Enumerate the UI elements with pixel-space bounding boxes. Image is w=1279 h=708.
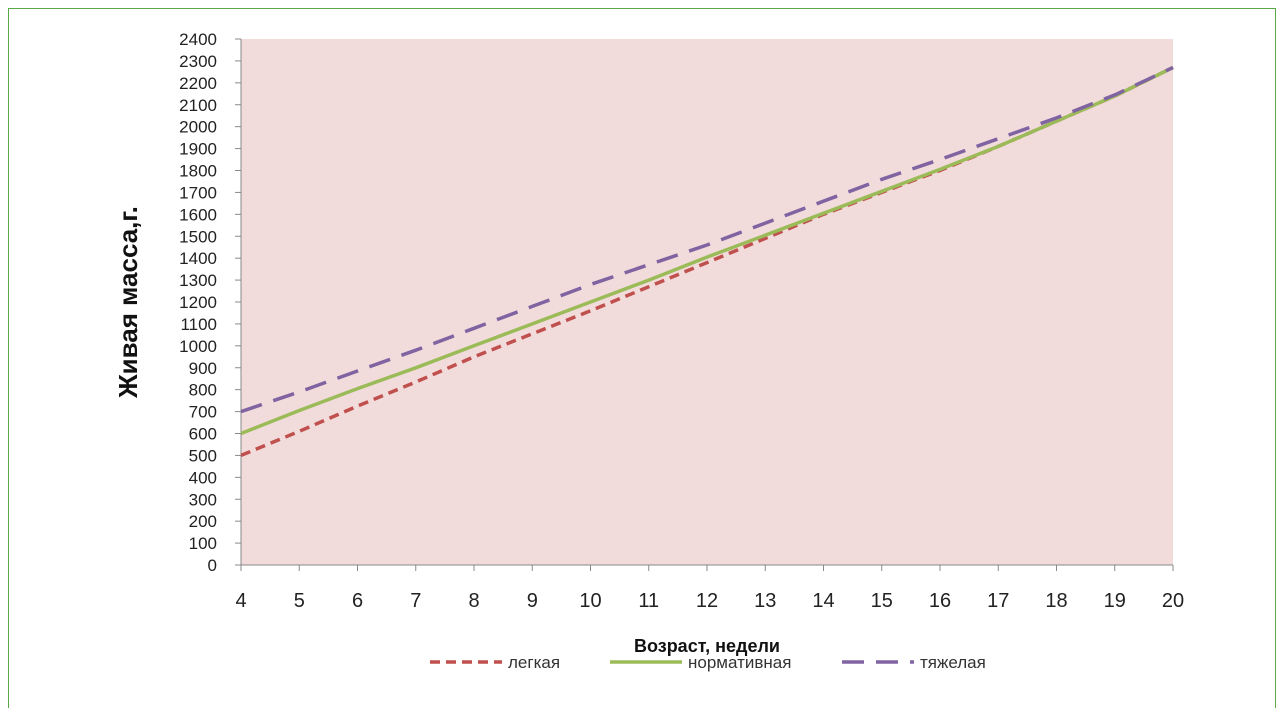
legend: легкая нормативная тяжелая [430, 653, 986, 672]
y-tick-label: 2400 [179, 30, 217, 49]
x-tick-label: 9 [527, 590, 538, 612]
series-line-2 [240, 65, 1174, 436]
y-tick-label: 200 [189, 512, 217, 531]
series-layer [240, 65, 1174, 458]
y-tick-label: 400 [189, 468, 217, 487]
y-tick-label: 800 [189, 381, 217, 400]
y-tick-label: 900 [189, 359, 217, 378]
x-axis-label: Возраст, недели [634, 636, 780, 656]
y-tick-label: 0 [208, 556, 217, 575]
y-tick-label: 700 [189, 403, 217, 422]
x-tick-label: 13 [754, 590, 776, 612]
x-tick-label: 17 [987, 590, 1009, 612]
y-tick-label: 1100 [180, 315, 217, 334]
y-tick-label: 600 [189, 425, 217, 444]
y-tick-label: 2200 [179, 74, 217, 93]
y-tick-label: 2100 [179, 96, 217, 115]
y-tick-label: 1400 [179, 249, 217, 268]
y-tick-label: 1000 [179, 337, 217, 356]
legend-label: легкая [508, 653, 560, 672]
plot-area [241, 39, 1173, 565]
y-tick-label: 1800 [179, 162, 217, 181]
y-tick-label: 2000 [179, 118, 217, 137]
x-tick-label: 19 [1104, 590, 1126, 612]
x-tick-label: 12 [696, 590, 718, 612]
x-tick-label: 7 [410, 590, 421, 612]
legend-label: тяжелая [920, 653, 986, 672]
x-tick-label: 14 [812, 590, 834, 612]
series-line-3 [240, 65, 1174, 414]
x-tick-label: 6 [352, 590, 363, 612]
x-tick-label: 5 [294, 590, 305, 612]
x-tick-label: 10 [579, 590, 601, 612]
x-tick-label: 18 [1045, 590, 1067, 612]
y-tick-label: 1300 [179, 271, 217, 290]
y-tick-label: 500 [189, 446, 217, 465]
legend-label: нормативная [688, 653, 791, 672]
y-tick-label: 100 [189, 534, 217, 553]
x-tick-label: 16 [929, 590, 951, 612]
y-tick-label: 2300 [179, 52, 217, 71]
y-tick-label: 1900 [179, 140, 217, 159]
x-tick-label: 8 [468, 590, 479, 612]
x-tick-label: 15 [871, 590, 893, 612]
y-tick-label: 1200 [179, 293, 217, 312]
y-axis: 0 100 200 300 400 500 600 700 800 900 1000 1100 1200… [179, 30, 242, 575]
x-tick-label: 4 [235, 590, 246, 612]
x-axis: 4 5 6 7 8 9 10 11 12 13 14 15 16 17 18 19 20 [235, 564, 1184, 612]
y-axis-label: Живая масса,г. [113, 206, 143, 399]
x-tick-label: 11 [638, 590, 659, 612]
y-tick-label: 300 [189, 490, 217, 509]
y-tick-label: 1700 [179, 183, 217, 202]
y-tick-label: 1500 [179, 227, 217, 246]
x-tick-label: 20 [1162, 590, 1184, 612]
y-tick-label: 1600 [179, 205, 217, 224]
